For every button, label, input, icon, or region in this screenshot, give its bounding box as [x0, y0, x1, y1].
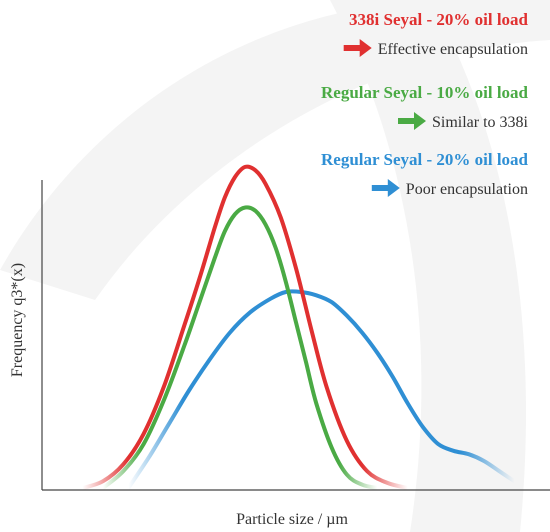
legend-note: Effective encapsulation [378, 41, 528, 58]
y-axis-label: Frequency q3*(x) [9, 263, 26, 377]
series-line-regular-seyal-20-oil-load [126, 289, 517, 490]
x-axis-label: Particle size / µm [236, 511, 348, 528]
series-line-338i-seyal-20-oil-load [80, 164, 410, 490]
legend-title: Regular Seyal - 10% oil load [321, 83, 529, 102]
arrow-right-icon [343, 39, 372, 57]
series-line-regular-seyal-10-oil-load [101, 205, 380, 490]
legend-note: Similar to 338i [432, 114, 529, 131]
background-arc [0, 0, 550, 300]
legend-note: Poor encapsulation [406, 181, 528, 198]
background-band [330, 0, 526, 532]
legend-title: Regular Seyal - 20% oil load [321, 150, 529, 169]
legend-entry-regular-seyal-10-oil-load: Regular Seyal - 10% oil load Similar to 3… [321, 83, 529, 131]
legend: 338i Seyal - 20% oil load Effective encap… [321, 10, 529, 198]
legend-title: 338i Seyal - 20% oil load [349, 10, 529, 29]
curve-group [80, 164, 517, 490]
legend-entry-regular-seyal-20-oil-load: Regular Seyal - 20% oil load Poor encapsu… [321, 150, 529, 198]
arrow-right-icon [398, 112, 426, 130]
arrow-right-icon [371, 179, 400, 197]
legend-entry-338i-seyal-20-oil-load: 338i Seyal - 20% oil load Effective encap… [343, 10, 529, 58]
